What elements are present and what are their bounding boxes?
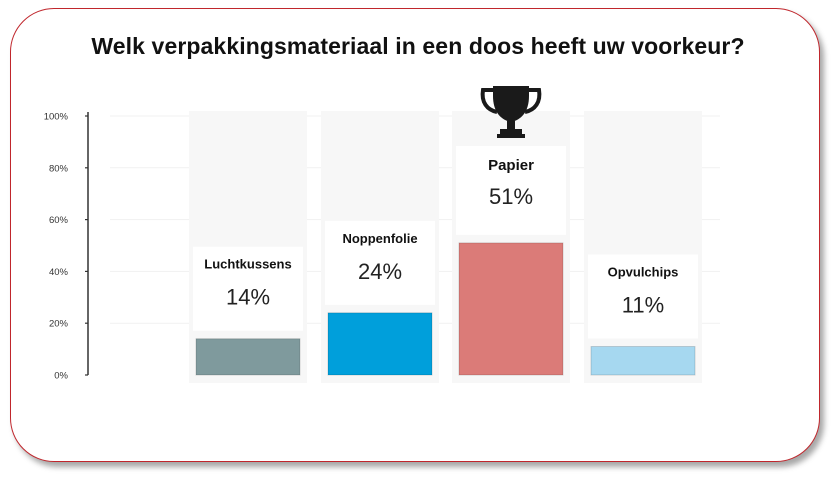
chart-title: Welk verpakkingsmateriaal in een doos he…: [91, 33, 745, 59]
category-label: Luchtkussens: [204, 257, 291, 272]
data-label: 51%: [489, 184, 533, 209]
data-label: 24%: [358, 259, 402, 284]
data-label: 14%: [226, 285, 270, 310]
category-label: Papier: [488, 157, 534, 174]
bar: [590, 346, 696, 376]
column-background: [584, 111, 702, 383]
category-label: Opvulchips: [608, 265, 679, 280]
trophy-handle-left: [480, 88, 498, 114]
bar: [458, 242, 564, 376]
trophy-stem: [507, 121, 515, 129]
category-label: Noppenfolie: [342, 231, 417, 246]
data-label: 11%: [622, 293, 664, 318]
label-box: [588, 254, 698, 339]
trophy-plinth: [497, 134, 525, 138]
trophy-cup: [493, 86, 529, 122]
y-tick-label: 100%: [44, 112, 69, 123]
trophy-icon: [480, 86, 542, 138]
trophy-base: [500, 129, 522, 134]
y-tick-label: 80%: [49, 163, 69, 174]
label-box: [193, 246, 303, 331]
y-tick-label: 40%: [49, 267, 69, 278]
label-box: [456, 146, 566, 235]
bar: [327, 312, 433, 376]
y-tick-label: 20%: [49, 319, 69, 330]
bar: [195, 338, 301, 376]
label-box: [325, 220, 435, 305]
y-tick-label: 60%: [49, 215, 69, 226]
y-tick-label: 0%: [54, 371, 68, 382]
trophy-handle-right: [524, 88, 542, 114]
